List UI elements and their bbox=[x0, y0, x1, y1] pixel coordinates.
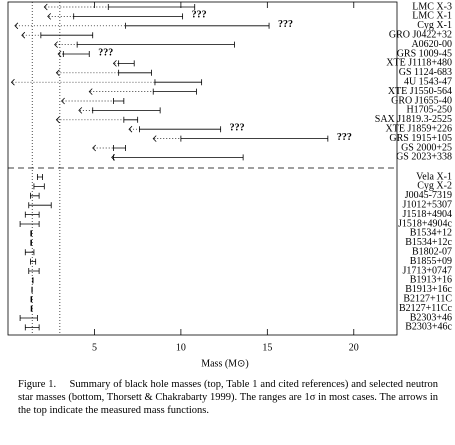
range-bar bbox=[30, 258, 37, 265]
annotation: ??? bbox=[98, 47, 113, 58]
y-label: GRS 1009-45 bbox=[397, 48, 452, 59]
range-bar bbox=[180, 135, 329, 142]
range-bar bbox=[154, 79, 203, 86]
y-label: B2303+46c bbox=[405, 322, 452, 333]
range-bar bbox=[118, 69, 152, 76]
mass-function-arrow bbox=[92, 144, 96, 152]
range-bar bbox=[92, 107, 161, 114]
mass-function-arrow bbox=[43, 3, 48, 11]
mass-function-arrow bbox=[10, 78, 15, 86]
range-bar bbox=[24, 211, 40, 218]
y-label: GS 2023+338 bbox=[396, 152, 452, 163]
y-label: Cyg X-1 bbox=[417, 20, 452, 31]
range-bar bbox=[113, 98, 125, 104]
y-label: SAX J1819.3-2525 bbox=[375, 114, 452, 125]
y-label: LMC X-1 bbox=[412, 11, 452, 22]
x-tick-label: 10 bbox=[176, 342, 186, 353]
y-label: 4U 1543-47 bbox=[404, 76, 452, 87]
range-bar bbox=[36, 174, 43, 180]
annotation: ??? bbox=[230, 122, 245, 133]
range-bar bbox=[30, 296, 33, 303]
y-label: B1802-07 bbox=[412, 246, 452, 257]
range-bar bbox=[30, 192, 40, 199]
range-bar bbox=[24, 324, 40, 331]
range-bar bbox=[30, 239, 32, 246]
y-label: J0045-7319 bbox=[405, 190, 452, 201]
y-label: GRS 1915+105 bbox=[389, 133, 452, 144]
figure-caption: Figure 1. Summary of black hole masses (… bbox=[18, 379, 438, 416]
x-tick-label: 20 bbox=[349, 342, 359, 353]
y-label: B1913+16 bbox=[410, 275, 452, 286]
range-bar bbox=[62, 51, 90, 57]
y-label: B1534+12 bbox=[410, 228, 452, 239]
y-label: GRO J0422+32 bbox=[389, 29, 452, 40]
range-bar bbox=[138, 126, 222, 133]
mass-function-arrow bbox=[112, 60, 117, 67]
range-bar bbox=[33, 183, 45, 190]
annotation: ??? bbox=[192, 10, 207, 21]
x-tick-label: 5 bbox=[92, 342, 97, 353]
y-label: Vela X-1 bbox=[416, 171, 452, 182]
y-label: XTE J1550-564 bbox=[388, 86, 452, 97]
mass-function-arrow bbox=[152, 135, 157, 142]
range-bar bbox=[123, 116, 139, 123]
range-bar bbox=[19, 315, 38, 321]
mass-function-arrow bbox=[61, 97, 65, 105]
mass-function-arrow bbox=[14, 22, 19, 30]
y-label: XTE J1859+226 bbox=[386, 123, 452, 134]
annotation: ??? bbox=[337, 132, 352, 143]
range-bar bbox=[30, 305, 33, 312]
mass-function-arrow bbox=[47, 13, 52, 20]
mass-function-arrow bbox=[78, 107, 83, 114]
y-label: B1913+16c bbox=[405, 284, 452, 295]
y-label: GS 2000+25 bbox=[401, 142, 452, 153]
y-label: GRO J1655-40 bbox=[391, 95, 452, 106]
y-label: B1534+12c bbox=[405, 237, 452, 248]
x-axis-label: Mass (M⊙) bbox=[201, 358, 249, 369]
range-bar bbox=[28, 268, 40, 274]
range-bar bbox=[76, 41, 235, 48]
mass-function-arrow bbox=[128, 125, 133, 133]
plot-frame bbox=[7, 1, 398, 336]
y-label: B1855+09 bbox=[410, 256, 452, 267]
y-label: J1012+5307 bbox=[402, 199, 452, 210]
y-label: J1713+0747 bbox=[402, 265, 452, 276]
y-label: A0620-00 bbox=[411, 39, 452, 50]
mass-function-arrow bbox=[54, 41, 58, 48]
range-bar bbox=[118, 60, 135, 67]
range-bar bbox=[73, 13, 184, 20]
y-label: GS 1124-683 bbox=[399, 67, 452, 78]
y-label: XTE J1118+480 bbox=[386, 58, 452, 69]
y-label: B2127+11Cc bbox=[399, 303, 453, 314]
y-label: J1518+4904 bbox=[402, 209, 452, 220]
range-bar bbox=[152, 88, 197, 95]
mass-function-arrow bbox=[111, 154, 116, 161]
mass-function-arrow bbox=[55, 69, 60, 77]
range-bar bbox=[19, 221, 40, 227]
mass-function-arrow bbox=[21, 31, 26, 39]
range-bar bbox=[24, 249, 35, 256]
range-bar bbox=[125, 22, 270, 29]
y-label: B2127+11C bbox=[403, 293, 452, 304]
mass-function-arrow bbox=[55, 116, 60, 124]
range-bar bbox=[107, 4, 196, 10]
y-label: Cyg X-2 bbox=[417, 181, 452, 192]
mass-function-arrow bbox=[57, 50, 62, 58]
range-bar bbox=[113, 154, 244, 161]
range-bar bbox=[28, 202, 52, 209]
y-label: B2303+46 bbox=[410, 312, 452, 323]
range-bar bbox=[40, 32, 94, 39]
mass-function-arrow bbox=[88, 88, 93, 95]
x-tick-label: 15 bbox=[262, 342, 272, 353]
range-bar bbox=[30, 230, 32, 237]
y-label: H1705-250 bbox=[406, 105, 452, 116]
annotation: ??? bbox=[278, 19, 293, 30]
range-bar bbox=[113, 145, 126, 151]
y-label: J1518+4904c bbox=[398, 218, 453, 229]
y-label: LMC X-3 bbox=[412, 1, 452, 12]
